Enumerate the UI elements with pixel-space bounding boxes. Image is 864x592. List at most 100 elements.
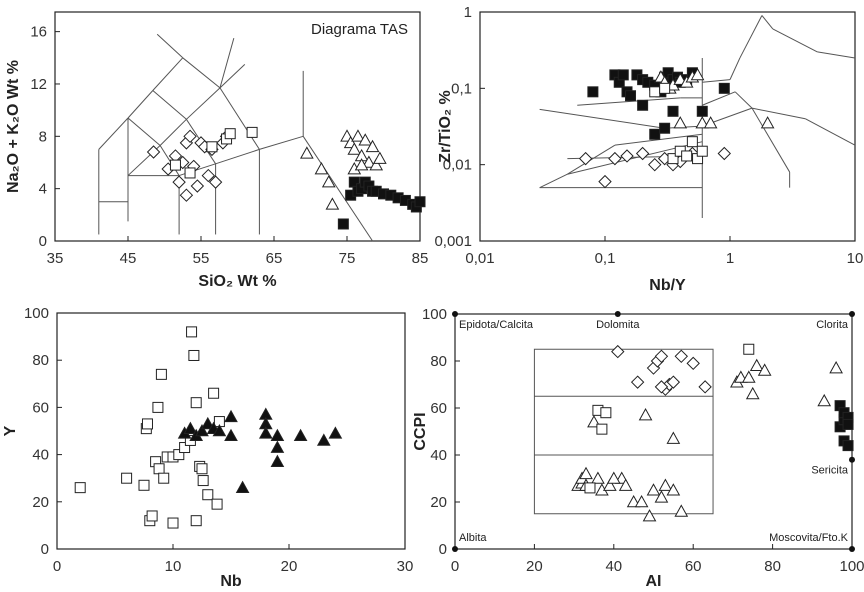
field-line	[805, 118, 856, 146]
y-axis-label: CCPI	[412, 412, 429, 450]
y-tick-label: 80	[32, 352, 49, 369]
x-tick-label: 0	[451, 558, 459, 575]
data-point	[354, 158, 369, 171]
data-point	[208, 175, 223, 189]
data-point	[365, 139, 380, 153]
data-point	[169, 159, 181, 171]
data-point	[316, 433, 331, 446]
x-tick-label: 30	[397, 558, 414, 575]
data-point	[674, 349, 688, 364]
x-axis-label: AI	[646, 573, 662, 590]
y-tick-label: 12	[30, 76, 47, 93]
field-line	[152, 57, 184, 91]
data-point	[634, 494, 649, 508]
y-tick-label: 0	[41, 541, 49, 558]
data-point	[184, 167, 196, 179]
y-tick-label: 0,01	[443, 157, 472, 174]
data-point	[638, 408, 653, 421]
data-point	[270, 428, 285, 442]
data-point	[842, 418, 854, 430]
data-point	[696, 105, 708, 117]
data-point	[749, 358, 764, 371]
data-point	[674, 504, 689, 517]
x-tick-label: 0,01	[465, 250, 494, 267]
annotation-point	[614, 311, 621, 317]
data-point	[186, 326, 198, 338]
x-tick-label: 0,1	[595, 250, 616, 267]
data-point	[270, 454, 285, 467]
data-point	[654, 490, 669, 503]
y-tick-label: 100	[422, 306, 447, 323]
data-point	[686, 136, 698, 148]
data-point	[829, 361, 843, 374]
data-point	[673, 116, 688, 129]
x-tick-label: 100	[839, 558, 864, 575]
field-line	[186, 87, 221, 120]
x-tick-label: 20	[281, 558, 298, 575]
data-point	[183, 129, 197, 144]
field-line	[215, 148, 260, 165]
field-line	[739, 15, 763, 59]
data-point	[743, 343, 755, 355]
y-tick-label: 20	[32, 494, 49, 511]
annotation-point	[849, 456, 855, 463]
data-point	[695, 116, 710, 129]
field-line	[152, 90, 187, 120]
data-point	[667, 153, 679, 165]
x-tick-label: 65	[266, 250, 283, 267]
data-point	[690, 67, 705, 81]
data-point	[358, 133, 373, 146]
data-point	[598, 174, 612, 189]
field-line	[156, 33, 184, 59]
data-point	[167, 517, 179, 529]
field-line	[577, 97, 681, 106]
data-point	[153, 463, 165, 475]
series-triangle-open	[571, 358, 843, 522]
data-point	[351, 129, 365, 142]
y-tick-label: 0	[439, 541, 447, 558]
x-tick-label: 80	[764, 558, 781, 575]
chart-tas: 35 45 55 65 75 85 0 4 8 12 16 SiO₂ Wt % Na₂O + K₂O W…	[5, 11, 428, 290]
data-point	[138, 479, 150, 491]
data-point	[208, 387, 220, 399]
x-tick-label: 10	[165, 558, 182, 575]
plot-frame	[56, 312, 406, 550]
chart-ccpi-ai: 0 20 40 60 80 100 0 20 40 60 80 100 AI CCPI Epidota/Ca…	[412, 306, 864, 590]
data-point	[578, 151, 593, 166]
field-line	[761, 15, 774, 30]
y-tick-label: 60	[430, 400, 447, 417]
x-axis-label: Nb	[220, 573, 242, 590]
data-point	[179, 442, 191, 454]
field-line	[729, 57, 741, 80]
data-point	[74, 482, 86, 494]
field-line	[219, 38, 235, 89]
data-point	[630, 375, 645, 389]
series-square-filled	[834, 400, 854, 452]
data-point	[328, 426, 343, 439]
plot-frame	[454, 313, 853, 550]
annotation-label: Albita	[459, 532, 487, 544]
data-point	[666, 375, 681, 389]
x-axis-label: Nb/Y	[649, 277, 686, 294]
data-point	[760, 116, 775, 129]
field-line	[734, 91, 753, 109]
data-point	[152, 401, 164, 413]
data-point	[212, 423, 227, 437]
field-line	[539, 173, 568, 189]
series-diamond-open	[611, 344, 712, 396]
data-point	[584, 482, 596, 494]
plot-frame	[479, 11, 856, 242]
series-triangle-filled	[177, 407, 343, 493]
data-point	[197, 475, 209, 487]
data-point	[696, 145, 708, 157]
data-point	[190, 515, 202, 527]
data-point	[158, 472, 170, 484]
data-point	[347, 142, 362, 155]
data-point	[414, 196, 426, 208]
x-tick-label: 1	[726, 250, 734, 267]
data-point	[741, 370, 756, 383]
x-tick-label: 60	[685, 558, 702, 575]
annotation-point	[452, 311, 458, 317]
data-point	[258, 426, 273, 439]
